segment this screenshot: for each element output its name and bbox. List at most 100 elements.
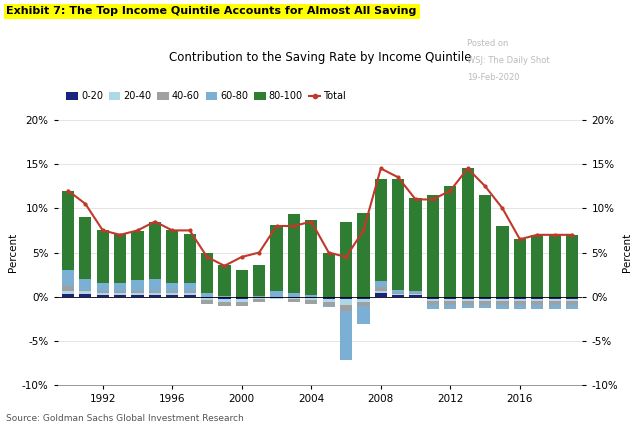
Bar [149, 279, 161, 291]
Bar [253, 265, 265, 296]
Bar [548, 305, 561, 309]
Bar [375, 291, 387, 293]
Bar [218, 298, 230, 302]
Bar [166, 282, 179, 291]
Bar [497, 226, 509, 297]
Bar [218, 302, 230, 306]
Bar [184, 295, 196, 297]
Bar [184, 293, 196, 295]
Bar [479, 297, 491, 298]
Bar [444, 301, 456, 305]
Bar [548, 301, 561, 305]
Bar [114, 282, 126, 291]
Bar [340, 222, 352, 297]
Bar [531, 301, 543, 305]
Bar [114, 291, 126, 293]
Bar [114, 234, 126, 282]
Bar [288, 300, 300, 302]
Bar [427, 305, 439, 309]
Bar [323, 298, 335, 302]
Bar [62, 294, 74, 297]
Bar [479, 195, 491, 297]
Bar [531, 235, 543, 297]
Bar [114, 293, 126, 295]
Bar [531, 297, 543, 298]
Bar [357, 297, 369, 298]
Bar [461, 297, 474, 298]
Bar [323, 306, 335, 307]
Bar [566, 301, 578, 305]
Bar [514, 297, 526, 298]
Bar [548, 297, 561, 298]
Bar [323, 297, 335, 298]
Bar [392, 290, 404, 293]
Bar [79, 291, 92, 294]
Bar [427, 298, 439, 301]
Bar [410, 295, 422, 297]
Text: Source: Goldman Sachs Global Investment Research: Source: Goldman Sachs Global Investment … [6, 414, 244, 423]
Bar [253, 296, 265, 297]
Bar [479, 305, 491, 308]
Bar [271, 225, 283, 291]
Bar [253, 297, 265, 300]
Bar [340, 311, 352, 360]
Bar [305, 295, 317, 297]
Bar [444, 186, 456, 297]
Bar [340, 305, 352, 311]
Bar [357, 213, 369, 297]
Bar [288, 214, 300, 293]
Bar [253, 300, 265, 302]
Bar [201, 300, 213, 304]
Bar [427, 195, 439, 297]
Bar [427, 301, 439, 305]
Bar [357, 302, 369, 306]
Bar [131, 295, 143, 297]
Bar [548, 298, 561, 301]
Bar [444, 305, 456, 309]
Bar [392, 179, 404, 290]
Bar [497, 297, 509, 298]
Y-axis label: Percent: Percent [8, 233, 18, 272]
Bar [271, 297, 283, 298]
Bar [566, 235, 578, 297]
Bar [323, 302, 335, 306]
Bar [410, 293, 422, 294]
Text: Posted on: Posted on [467, 39, 509, 48]
Bar [149, 293, 161, 295]
Bar [375, 287, 387, 291]
Bar [271, 298, 283, 300]
Bar [514, 301, 526, 305]
Bar [410, 294, 422, 295]
Bar [305, 297, 317, 300]
Bar [514, 239, 526, 297]
Bar [62, 286, 74, 291]
Bar [184, 234, 196, 282]
Bar [514, 298, 526, 301]
Bar [305, 220, 317, 295]
Bar [97, 229, 109, 282]
Y-axis label: Percent: Percent [622, 233, 632, 272]
Bar [79, 279, 92, 290]
Bar [357, 306, 369, 324]
Bar [531, 305, 543, 309]
Bar [166, 229, 179, 282]
Bar [236, 302, 248, 306]
Bar [461, 169, 474, 297]
Bar [427, 297, 439, 298]
Bar [479, 298, 491, 301]
Bar [548, 235, 561, 297]
Bar [497, 298, 509, 301]
Bar [392, 293, 404, 294]
Bar [62, 291, 74, 294]
Bar [62, 190, 74, 270]
Bar [479, 301, 491, 305]
Bar [149, 222, 161, 279]
Bar [218, 297, 230, 298]
Bar [131, 280, 143, 291]
Bar [218, 265, 230, 296]
Bar [97, 293, 109, 295]
Bar [201, 293, 213, 297]
Bar [236, 270, 248, 297]
Bar [166, 293, 179, 295]
Bar [340, 300, 352, 305]
